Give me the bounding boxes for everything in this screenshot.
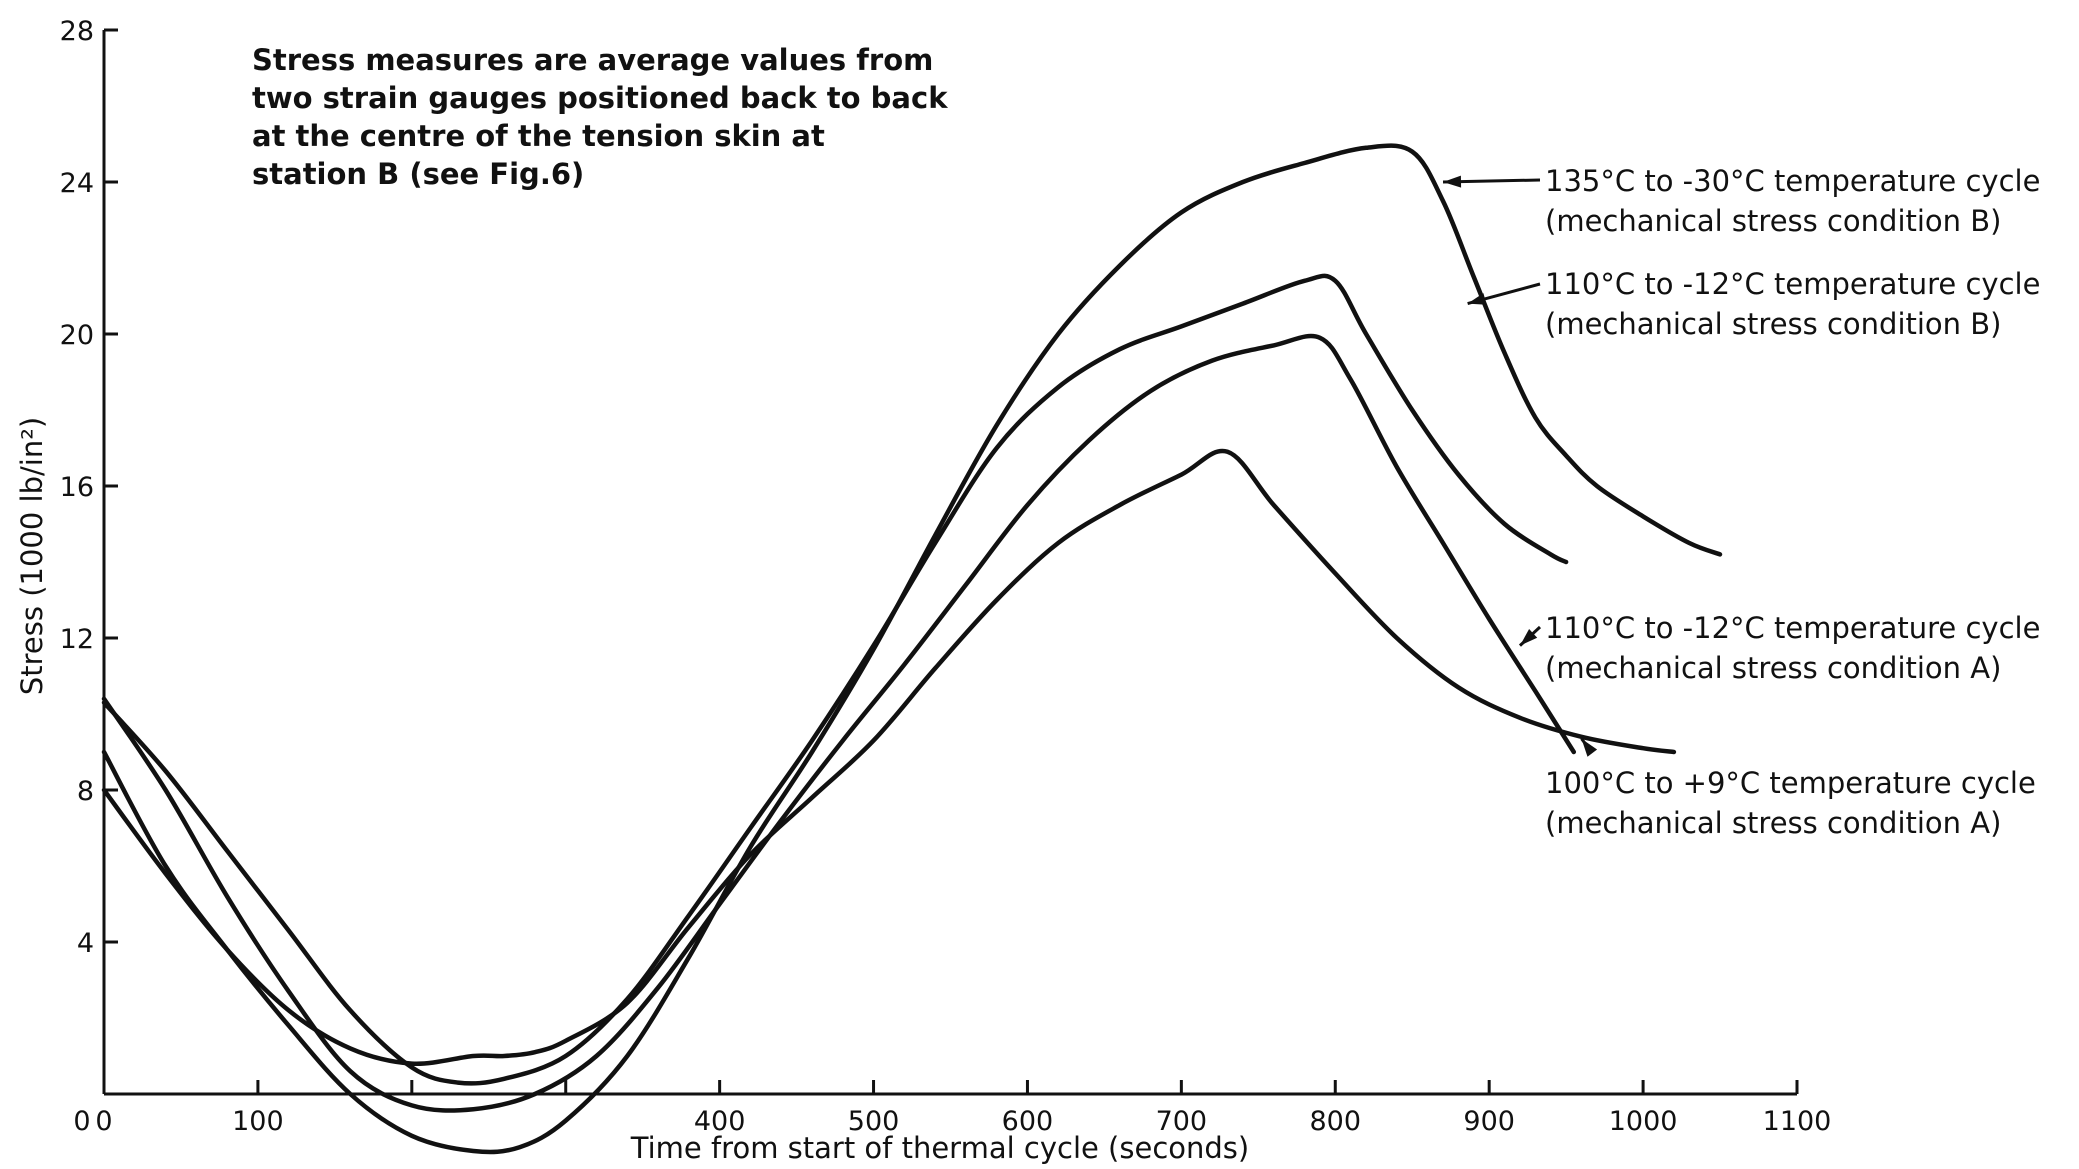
series-135c-to-minus30c-b <box>104 146 1720 1152</box>
y-tick-label: 4 <box>77 928 94 959</box>
y-tick-label: 12 <box>60 624 94 655</box>
x-tick-label: 900 <box>1463 1106 1515 1137</box>
y-axis-title: Stress (1000 lb/in²) <box>15 417 49 695</box>
note-block: Stress measures are average values from t… <box>252 43 948 191</box>
note-line: station B (see Fig.6) <box>252 157 584 191</box>
y-tick-label: 8 <box>77 776 94 807</box>
origin-label: 0 <box>73 1106 90 1137</box>
note-line: two strain gauges positioned back to bac… <box>252 81 948 115</box>
x-tick-label: 1100 <box>1763 1106 1832 1137</box>
x-tick-label: 100 <box>232 1106 284 1137</box>
series-label-condition: (mechanical stress condition A) <box>1545 651 2001 685</box>
series-label-condition: (mechanical stress condition A) <box>1545 806 2001 840</box>
x-axis-title: Time from start of thermal cycle (second… <box>630 1131 1249 1165</box>
x-tick-label: 800 <box>1309 1106 1361 1137</box>
x-tick-label: 0 <box>95 1106 112 1137</box>
series-label: 100°C to +9°C temperature cycle <box>1545 766 2036 800</box>
series-label-condition: (mechanical stress condition B) <box>1545 204 2001 238</box>
series-110c-to-minus12c-b <box>104 276 1566 1084</box>
leader-arrowhead <box>1443 176 1461 188</box>
note-line: Stress measures are average values from <box>252 43 933 77</box>
note-line: at the centre of the tension skin at <box>252 119 825 153</box>
y-tick-label: 28 <box>60 16 94 47</box>
series-group <box>104 146 1720 1152</box>
series-label: 110°C to -12°C temperature cycle <box>1545 611 2040 645</box>
labels-group: 135°C to -30°C temperature cycle (mechani… <box>1443 164 2040 840</box>
series-110c-to-minus12c-a <box>104 336 1574 1110</box>
series-label: 110°C to -12°C temperature cycle <box>1545 267 2040 301</box>
series-label-condition: (mechanical stress condition B) <box>1545 307 2001 341</box>
y-tick-label: 16 <box>60 472 94 503</box>
y-tick-label: 24 <box>60 168 94 199</box>
series-label: 135°C to -30°C temperature cycle <box>1545 164 2040 198</box>
series-100c-to-plus9c-a <box>104 451 1674 1064</box>
x-tick-label: 1000 <box>1609 1106 1678 1137</box>
y-tick-label: 20 <box>60 320 94 351</box>
leader-arrowhead <box>1468 293 1487 305</box>
